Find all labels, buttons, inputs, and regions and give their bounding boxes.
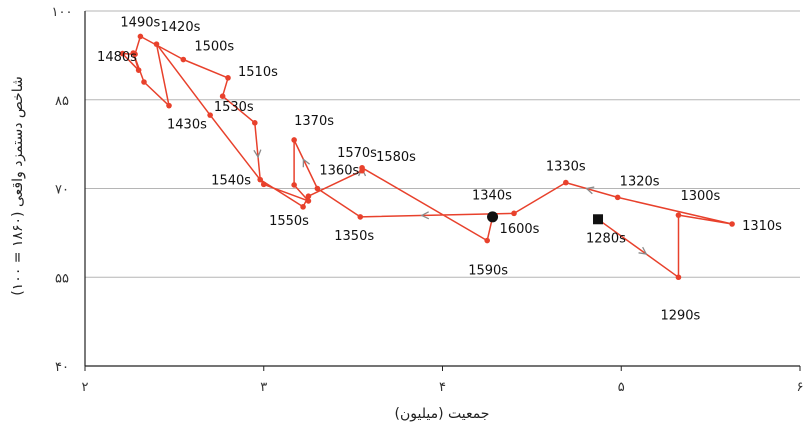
data-point xyxy=(153,41,160,47)
direction-arrow xyxy=(420,211,430,220)
y-tick-label: ۱۰۰ xyxy=(52,5,73,20)
data-point xyxy=(141,79,147,85)
point-label: 1310s xyxy=(742,219,782,234)
point-label: 1280s xyxy=(586,231,626,246)
point-label: 1420s xyxy=(161,20,201,35)
axes xyxy=(84,11,801,371)
data-points xyxy=(119,33,735,281)
end-marker xyxy=(487,211,499,223)
data-point xyxy=(137,33,144,40)
point-label: 1480s xyxy=(97,50,137,65)
data-point xyxy=(119,50,126,57)
y-axis-title: شاخص دستمزد واقعی (۱۸۶۰ = ۱۰۰) xyxy=(10,76,26,295)
data-point xyxy=(132,51,138,57)
data-point xyxy=(180,56,187,63)
point-label: 1350s xyxy=(334,229,374,244)
data-point xyxy=(359,164,365,171)
data-point xyxy=(675,212,682,218)
point-label: 1430s xyxy=(167,118,207,133)
data-point xyxy=(357,214,364,220)
series-line xyxy=(121,35,733,279)
start-marker xyxy=(593,214,604,225)
data-point xyxy=(314,185,321,192)
direction-arrow xyxy=(638,246,648,255)
data-point xyxy=(135,67,142,73)
point-label: 1490s xyxy=(120,15,160,30)
point-label: 1510s xyxy=(238,65,278,80)
y-tick-label: ۷۰ xyxy=(55,183,69,198)
x-axis-title: جمعیت (میلیون) xyxy=(395,406,490,422)
data-point xyxy=(291,182,297,188)
data-point xyxy=(219,93,226,99)
data-point xyxy=(563,179,569,186)
point-label: 1530s xyxy=(214,100,254,115)
data-point xyxy=(166,102,172,109)
point-label: 1370s xyxy=(294,114,334,129)
point-label: 1580s xyxy=(376,150,416,165)
point-label: 1570s xyxy=(337,146,377,161)
data-point xyxy=(511,210,517,217)
x-tick-label: ۴ xyxy=(439,380,446,395)
point-label: 1360s xyxy=(319,164,359,179)
direction-arrow xyxy=(302,158,311,168)
point-labels: 1280s 1290s 1300s 1310s 1320s 1330s 1340s 1350s… xyxy=(97,15,782,323)
point-label: 1540s xyxy=(211,174,251,189)
x-tick-label: ۶ xyxy=(797,380,804,395)
point-label: 1330s xyxy=(546,160,586,175)
data-point xyxy=(257,176,263,183)
series-line xyxy=(121,35,733,279)
x-tick-label: ۲ xyxy=(82,380,89,395)
y-tick-labels: ۴۰ ۵۵ ۷۰ ۸۵ ۱۰۰ xyxy=(52,5,73,375)
direction-arrow xyxy=(585,186,595,195)
point-label: 1550s xyxy=(269,214,309,229)
y-tick-label: ۴۰ xyxy=(55,360,69,375)
point-label: 1500s xyxy=(194,40,234,55)
data-point xyxy=(225,75,231,81)
gridlines xyxy=(85,10,800,278)
point-label: 1290s xyxy=(660,308,700,323)
y-tick-label: ۸۵ xyxy=(55,94,69,109)
data-point xyxy=(207,112,213,118)
data-point xyxy=(484,237,490,244)
data-point xyxy=(305,198,312,204)
x-tick-label: ۵ xyxy=(618,380,625,395)
x-tick-label: ۳ xyxy=(260,380,267,395)
data-point xyxy=(305,193,312,199)
point-label: 1320s xyxy=(620,174,660,189)
data-point xyxy=(260,181,267,188)
y-tick-label: ۵۵ xyxy=(55,271,69,286)
point-label: 1600s xyxy=(500,222,540,237)
direction-arrow xyxy=(253,149,262,159)
x-tick-labels: ۲ ۳ ۴ ۵ ۶ xyxy=(82,380,804,395)
data-point xyxy=(729,221,735,227)
data-point xyxy=(252,120,258,126)
data-point xyxy=(614,194,621,201)
data-point xyxy=(291,137,297,143)
data-point xyxy=(300,204,306,210)
data-point xyxy=(675,274,682,281)
point-label: 1590s xyxy=(468,264,508,279)
point-label: 1300s xyxy=(680,189,720,204)
point-label: 1340s xyxy=(472,188,512,203)
